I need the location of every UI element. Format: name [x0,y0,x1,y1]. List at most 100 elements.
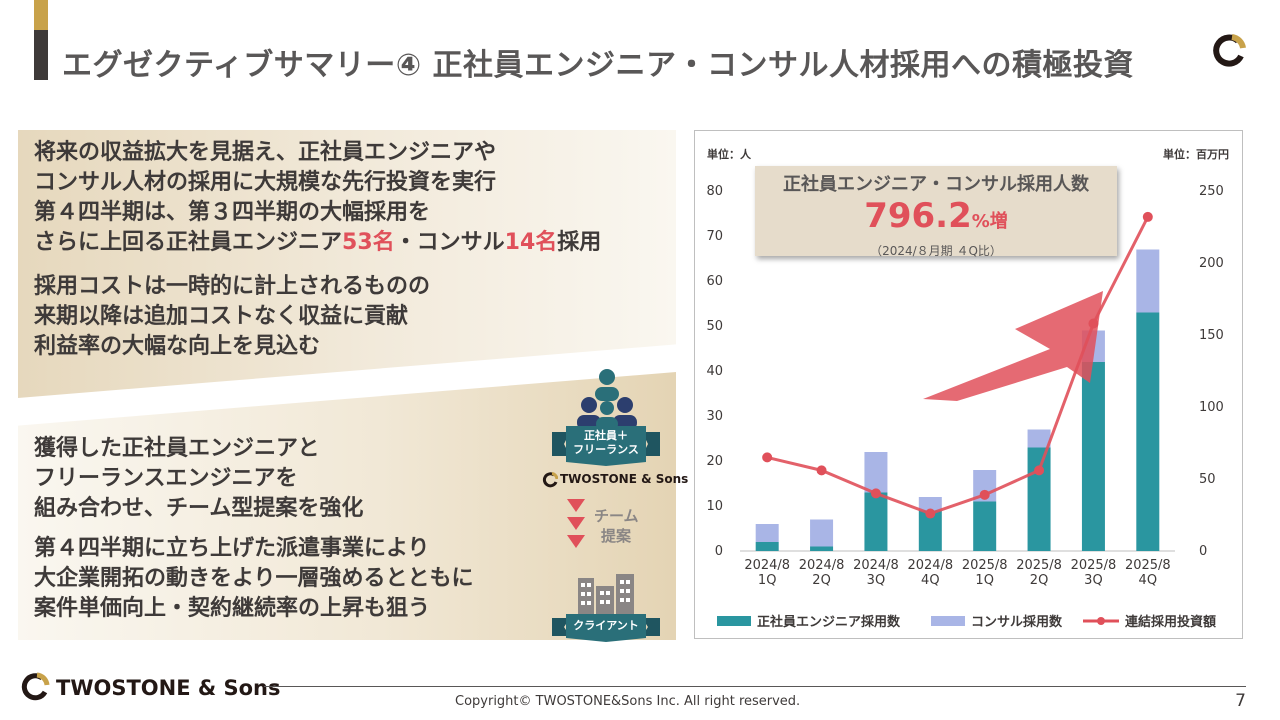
text-fragment: 採用 [557,230,602,255]
legend-consultant-label: コンサル採用数 [971,614,1063,630]
hiring-chart: 単位：人 単位：百万円 0 10 20 30 40 50 60 70 80 0 50 100 150 200 2… [694,130,1243,639]
growth-arrow-icon [923,291,1103,401]
callout-value: 796.2%増 [755,196,1117,242]
legend-engineer-label: 正社員エンジニア採用数 [757,614,901,630]
text-line: 組み合わせ、チーム型提案を強化 [34,496,364,521]
page-number: 7 [1235,691,1246,711]
team-proposal-graphic: 正社員＋ フリーランス TWOSTONE & Sons チーム 提案 [540,368,688,648]
ribbon-bottom-shape [552,614,660,642]
x-tick-label: 3Q [1084,573,1103,588]
investment-point [762,452,773,463]
text-line: 利益率の大幅な向上を見込む [34,334,321,359]
y-tick-label: 10 [706,499,723,514]
engineer-bar [864,492,888,551]
x-tick-label: 2024/8 [744,558,790,573]
consultant-count-highlight: 14名 [504,230,558,255]
team-people-icon [577,369,637,431]
text-line: 採用コストは一時的に計上されるものの [34,274,431,299]
text-line: フリーランスエンジニアを [34,466,298,491]
x-tick-label: 2025/8 [1016,558,1062,573]
bottom-paragraph-1: 獲得した正社員エンジニアと フリーランスエンジニアを 組み合わせ、チーム型提案を… [34,434,363,524]
y-tick-label: 70 [706,229,723,244]
investment-point [979,489,990,500]
page-title: エグゼクティブサマリー④ 正社員エンジニア・コンサル人材採用への積極投資 [62,48,1135,83]
text-line: 案件単価向上・契約継続率の上昇も狙う [34,596,431,621]
title-accent-gold [34,0,48,30]
x-tick-label: 2Q [812,573,831,588]
brand-logo-icon [1213,34,1246,67]
callout-unit: %増 [971,211,1008,232]
title-accent-bar [34,30,48,80]
engineer-bar [1136,312,1160,551]
investment-point [925,508,936,519]
legend-investment-label: 連結採用投資額 [1125,614,1216,630]
x-tick-label: 2024/8 [907,558,953,573]
team-proposal-label: チーム 提案 [594,506,639,546]
text-line: コンサル人材の採用に大規模な先行投資を実行 [34,170,497,195]
ribbon-top-label: 正社員＋ フリーランス [566,429,646,457]
label-line: チーム [594,507,639,525]
x-tick-label: 2025/8 [1125,558,1171,573]
building-icon [578,574,634,622]
x-tick-label: 4Q [921,573,940,588]
text-fragment: ・コンサル [394,230,505,255]
top-paragraph-2: 採用コストは一時的に計上されるものの 来期以降は追加コストなく収益に貢献 利益率… [34,272,430,362]
team-brand-text: TWOSTONE & Sons [560,472,689,486]
left-axis-unit: 単位：人 [707,147,752,161]
brand-mark-icon [542,472,558,488]
bottom-paragraph-2: 第４四半期に立ち上げた派遣事業により 大企業開拓の動きをより一層強めるとともに … [34,534,474,624]
y2-tick-label: 250 [1199,184,1224,199]
x-tick-label: 2024/8 [853,558,899,573]
hiring-growth-callout: 正社員エンジニア・コンサル採用人数 796.2%増 （2024/８月期 ４Q比） [755,166,1117,258]
text-line: 大企業開拓の動きをより一層強めるとともに [34,566,474,591]
label-line: 提案 [601,527,632,545]
x-tick-label: 2024/8 [799,558,845,573]
y-tick-label: 50 [706,319,723,334]
callout-number: 796.2 [864,196,972,236]
engineer-bar [810,546,834,551]
consultant-bar [1027,429,1051,448]
y2-tick-label: 100 [1199,400,1224,415]
text-line: 来期以降は追加コストなく収益に貢献 [34,304,409,329]
y-tick-label: 80 [706,184,723,199]
text-line: 獲得した正社員エンジニアと [34,436,320,461]
engineer-count-highlight: 53名 [342,230,395,255]
text-line: 第４四半期に立ち上げた派遣事業により [34,536,430,561]
x-tick-label: 2025/8 [1071,558,1117,573]
x-tick-label: 3Q [867,573,886,588]
engineer-bar [918,510,942,551]
y-tick-label: 20 [706,454,723,469]
investment-point [1088,318,1099,329]
text-line: 将来の収益拡大を見据え、正社員エンジニアや [34,140,497,165]
y2-tick-label: 200 [1199,256,1224,271]
legend-consultant-swatch [931,616,965,626]
x-tick-label: 1Q [975,573,994,588]
consultant-bar [755,524,779,542]
investment-point [816,465,827,476]
text-line: 第４四半期は、第３四半期の大幅採用を [34,200,431,225]
investment-point [1142,211,1153,222]
y-tick-label: 0 [715,544,723,559]
x-tick-label: 1Q [758,573,777,588]
y2-tick-label: 50 [1199,472,1216,487]
footer-divider [264,686,1246,687]
y-tick-label: 60 [706,274,723,289]
legend-engineer-swatch [717,616,751,626]
x-tick-label: 4Q [1139,573,1158,588]
y-tick-label: 40 [706,364,723,379]
consultant-bar [810,519,834,547]
legend-investment-marker [1097,617,1105,625]
consultant-bar [864,452,888,493]
footer-brand: TWOSTONE & Sons [56,676,281,700]
ribbon-text: フリーランス [573,443,639,456]
investment-point [870,488,881,499]
ribbon-bottom-label: クライアント [573,619,639,632]
top-paragraph-1: 将来の収益拡大を見据え、正社員エンジニアや コンサル人材の採用に大規模な先行投資… [34,138,601,258]
text-line: さらに上回る正社員エンジニア53名・コンサル14名採用 [34,228,601,258]
y-tick-label: 30 [706,409,723,424]
investment-line [766,216,1150,516]
engineer-bar [755,542,779,551]
copyright-text: Copyright© TWOSTONE&Sons Inc. All right … [455,694,801,709]
y2-tick-label: 0 [1199,544,1207,559]
down-arrows-icon [567,499,585,548]
